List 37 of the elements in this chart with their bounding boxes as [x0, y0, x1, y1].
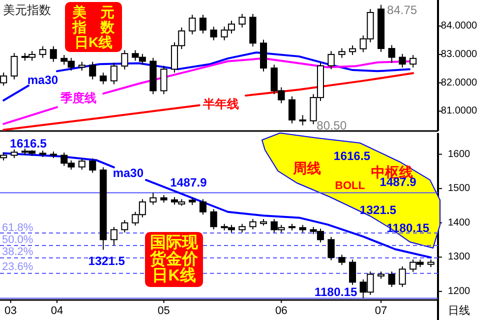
annotation: 美元指数日K线 — [72, 4, 128, 50]
x-tick-label: 05 — [158, 305, 170, 317]
annotation: 1616.5 — [10, 136, 47, 151]
y-tick-label: 1200 — [448, 286, 471, 297]
x-tick-label: 07 — [374, 305, 388, 317]
series-label: 半年线 — [202, 97, 239, 111]
y-tick-label: 1600 — [448, 148, 471, 160]
y-tick-label: 1500 — [448, 183, 471, 194]
y-tick-label: 1400 — [448, 217, 471, 228]
y-tick-label: 83.0000 — [440, 48, 478, 60]
annotation: 38.2% — [2, 246, 34, 258]
annotation: 23.6% — [2, 261, 34, 273]
series-label: ma30 — [27, 73, 58, 87]
x-axis-title: 日线 — [448, 304, 470, 317]
annotation: 84.75 — [387, 2, 418, 17]
x-tick-label: 04 — [50, 305, 64, 317]
annotation: 50.0% — [2, 234, 34, 246]
annotation: 80.50 — [316, 118, 348, 132]
annotation: 1180.15 — [314, 285, 358, 300]
annotation: 中枢线 — [371, 164, 413, 180]
x-tick-label: 03 — [4, 305, 17, 317]
annotation: 1616.5 — [334, 149, 371, 163]
y-tick-label: 84.0000 — [440, 20, 478, 32]
chart-title: 美元指数 — [3, 3, 51, 17]
y-tick-label: 82.0000 — [440, 77, 478, 88]
series-label: ma30 — [112, 166, 144, 180]
y-tick-label: 1300 — [448, 252, 471, 263]
series-label: 季度线 — [59, 91, 96, 105]
annotation: 61.8% — [2, 222, 34, 234]
annotation: 国际现货金价日K线 — [149, 234, 199, 284]
annotation: 周线 — [292, 160, 321, 176]
annotation: 1487.9 — [170, 176, 208, 190]
y-tick-label: 81.0000 — [440, 106, 478, 117]
annotation: BOLL — [335, 180, 366, 192]
annotation: 1321.5 — [360, 203, 397, 217]
x-tick-label: 06 — [275, 305, 288, 317]
annotation: 1321.5 — [88, 254, 126, 268]
